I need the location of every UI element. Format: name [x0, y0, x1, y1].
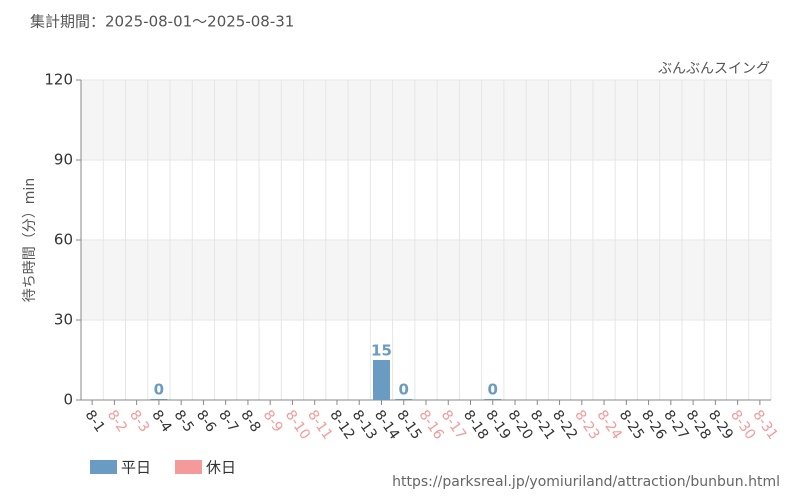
x-tick-label: 8-9	[260, 407, 286, 435]
x-tick-label: 8-3	[126, 407, 152, 435]
source-url: https://parksreal.jp/yomiuriland/attract…	[392, 474, 780, 490]
bar	[395, 399, 413, 400]
y-tick-label: 90	[54, 151, 73, 169]
y-tick-label: 60	[54, 231, 73, 249]
chart-subtitle: ぶんぶんスイング	[658, 61, 770, 77]
y-tick-label: 0	[63, 391, 73, 409]
legend-swatch	[90, 460, 117, 474]
data-label: 15	[371, 342, 392, 360]
plot-band	[81, 160, 771, 240]
bar	[150, 399, 168, 400]
plot-band	[81, 320, 771, 400]
x-tick-label: 8-4	[148, 407, 174, 435]
bar	[484, 399, 502, 400]
legend-swatch	[175, 460, 202, 474]
data-label: 0	[154, 381, 164, 399]
chart-title: 集計期間：2025-08-01～2025-08-31	[30, 13, 294, 31]
x-tick-label: 8-7	[215, 407, 241, 435]
plot-band	[81, 80, 771, 160]
x-tick-label: 8-8	[237, 407, 263, 435]
plot-band	[81, 240, 771, 320]
x-tick-label: 8-5	[171, 407, 197, 435]
x-tick-label: 8-2	[104, 407, 130, 435]
y-tick-label: 30	[54, 311, 73, 329]
data-label: 0	[488, 381, 498, 399]
data-label: 0	[399, 381, 409, 399]
legend-label: 平日	[121, 459, 151, 477]
x-tick-label: 8-31	[749, 407, 780, 442]
y-axis-label: 待ち時間（分）min	[22, 178, 38, 302]
bar	[372, 360, 390, 400]
x-tick-label: 8-1	[82, 407, 108, 435]
legend-label: 休日	[206, 459, 236, 477]
y-tick-label: 120	[44, 71, 73, 89]
x-tick-label: 8-6	[193, 407, 219, 435]
